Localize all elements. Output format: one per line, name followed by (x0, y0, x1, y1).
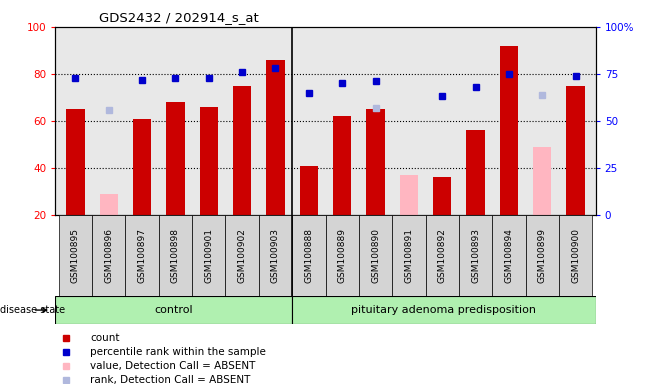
Text: GSM100894: GSM100894 (505, 228, 514, 283)
Bar (259, 215, 292, 296)
Text: GSM100899: GSM100899 (538, 228, 547, 283)
Text: pituitary adenoma predisposition: pituitary adenoma predisposition (352, 305, 536, 315)
Text: count: count (90, 333, 120, 343)
Bar (266, 60, 284, 215)
Bar (400, 175, 418, 215)
Text: GSM100896: GSM100896 (104, 228, 113, 283)
Text: GSM100902: GSM100902 (238, 228, 247, 283)
Bar (566, 86, 585, 215)
Text: value, Detection Call = ABSENT: value, Detection Call = ABSENT (90, 361, 256, 371)
Text: GSM100892: GSM100892 (437, 228, 447, 283)
Bar (92, 215, 126, 296)
Text: disease state: disease state (0, 305, 65, 315)
Bar (126, 215, 159, 296)
Bar (367, 109, 385, 215)
Bar (433, 177, 451, 215)
Text: GSM100893: GSM100893 (471, 228, 480, 283)
Bar (466, 131, 485, 215)
Bar (292, 215, 326, 296)
Text: rank, Detection Call = ABSENT: rank, Detection Call = ABSENT (90, 375, 251, 384)
Text: GSM100891: GSM100891 (404, 228, 413, 283)
Bar (500, 46, 518, 215)
Bar (525, 215, 559, 296)
Bar (166, 102, 185, 215)
Bar (426, 215, 459, 296)
Text: percentile rank within the sample: percentile rank within the sample (90, 347, 266, 357)
Bar (492, 215, 525, 296)
Bar (100, 194, 118, 215)
Text: GDS2432 / 202914_s_at: GDS2432 / 202914_s_at (98, 11, 258, 24)
Bar (359, 215, 392, 296)
Text: GSM100898: GSM100898 (171, 228, 180, 283)
Text: GSM100889: GSM100889 (338, 228, 347, 283)
Bar (192, 215, 225, 296)
Text: control: control (154, 305, 193, 315)
Text: GSM100903: GSM100903 (271, 228, 280, 283)
Text: GSM100897: GSM100897 (137, 228, 146, 283)
Bar (66, 109, 85, 215)
Text: GSM100895: GSM100895 (71, 228, 80, 283)
Bar (59, 215, 92, 296)
Bar (55, 296, 292, 324)
Bar (392, 215, 426, 296)
Bar (559, 215, 592, 296)
Bar (533, 147, 551, 215)
Bar (400, 175, 418, 215)
Bar (459, 215, 492, 296)
Bar (233, 86, 251, 215)
Bar (292, 296, 596, 324)
Bar (326, 215, 359, 296)
Bar (133, 119, 151, 215)
Bar (333, 116, 352, 215)
Bar (200, 107, 218, 215)
Text: GSM100900: GSM100900 (571, 228, 580, 283)
Bar (299, 166, 318, 215)
Bar (159, 215, 192, 296)
Text: GSM100890: GSM100890 (371, 228, 380, 283)
Text: GSM100901: GSM100901 (204, 228, 214, 283)
Text: GSM100888: GSM100888 (304, 228, 313, 283)
Bar (225, 215, 259, 296)
